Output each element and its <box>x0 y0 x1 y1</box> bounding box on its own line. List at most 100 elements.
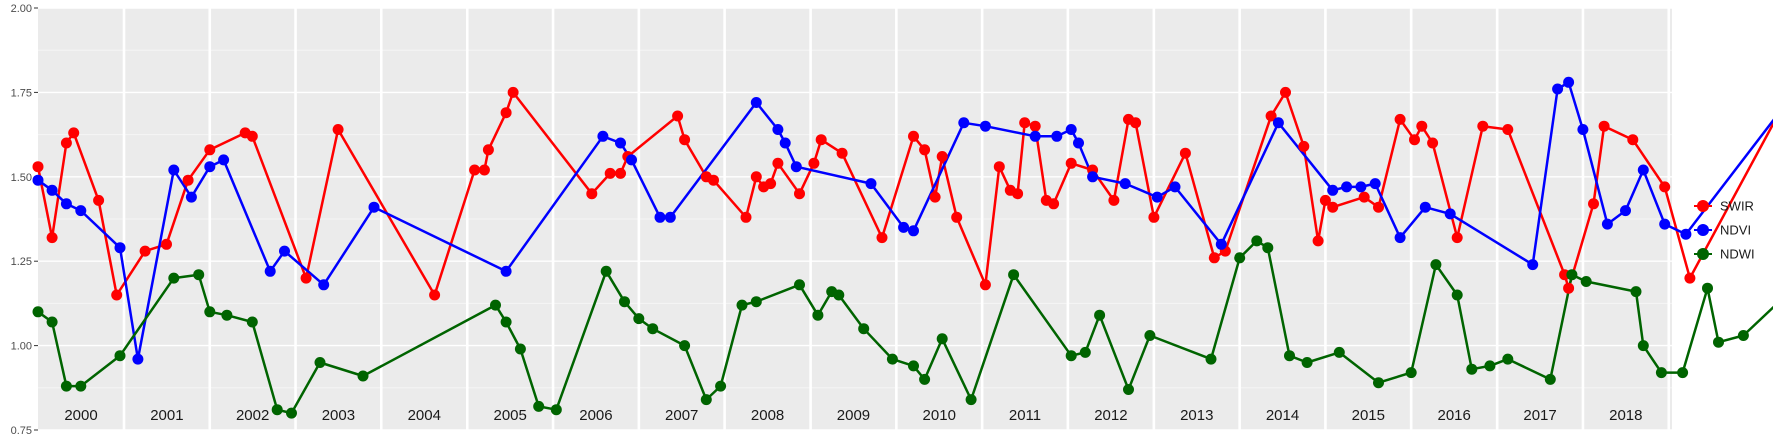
data-point-ndvi <box>597 130 609 142</box>
data-point-swir <box>979 279 991 291</box>
y-tick-label: 1.50 <box>11 172 32 184</box>
data-point-ndvi <box>185 191 197 203</box>
data-point-ndwi <box>833 289 845 301</box>
data-point-ndwi <box>858 323 870 335</box>
legend-item-ndvi: NDVI <box>1694 223 1751 238</box>
data-point-swir <box>1012 188 1024 200</box>
legend-item-ndwi: NDWI <box>1694 247 1755 262</box>
data-point-ndvi <box>865 178 877 190</box>
data-point-ndvi <box>500 265 512 277</box>
data-point-ndwi <box>1580 276 1592 287</box>
data-point-swir <box>1065 157 1077 169</box>
data-point-ndwi <box>715 380 727 392</box>
data-point-swir <box>679 134 691 146</box>
data-point-ndwi <box>736 299 748 311</box>
data-point-ndvi <box>168 164 180 176</box>
data-point-ndvi <box>32 174 44 186</box>
data-point-ndwi <box>1065 350 1077 362</box>
data-point-ndwi <box>32 306 44 318</box>
data-point-ndwi <box>1451 289 1463 301</box>
data-point-swir <box>993 161 1005 173</box>
data-point-ndwi <box>1655 367 1667 379</box>
data-point-swir <box>478 164 490 176</box>
data-point-swir <box>1019 117 1031 129</box>
data-point-ndwi <box>1713 336 1724 348</box>
data-point-ndvi <box>1527 259 1539 271</box>
data-point-swir <box>1358 191 1370 203</box>
data-point-ndwi <box>1737 330 1749 341</box>
data-point-swir <box>111 289 123 301</box>
year-label: 2008 <box>751 407 784 424</box>
legend-label-ndwi: NDWI <box>1720 247 1755 262</box>
data-point-ndvi <box>1151 191 1163 203</box>
data-point-ndvi <box>1272 117 1284 129</box>
data-point-ndwi <box>1677 367 1689 379</box>
data-point-ndvi <box>1444 208 1456 220</box>
data-point-ndwi <box>1702 282 1713 294</box>
data-point-ndwi <box>633 313 645 325</box>
data-point-ndvi <box>1601 218 1613 230</box>
data-point-swir <box>951 211 963 223</box>
data-point-swir <box>507 86 519 98</box>
data-point-ndvi <box>772 124 784 135</box>
data-point-ndwi <box>357 370 369 382</box>
data-point-ndwi <box>550 404 562 416</box>
data-point-ndwi <box>271 404 283 416</box>
data-point-ndwi <box>514 343 526 355</box>
data-point-ndwi <box>965 394 977 406</box>
data-point-swir <box>929 191 941 203</box>
data-point-ndvi <box>132 353 144 365</box>
data-point-swir <box>161 238 172 250</box>
year-label: 2000 <box>64 407 97 424</box>
data-point-swir <box>1563 282 1575 294</box>
data-point-swir <box>876 232 888 244</box>
data-point-ndwi <box>750 296 762 308</box>
data-point-ndwi <box>500 316 512 328</box>
data-point-swir <box>740 211 752 223</box>
legend: SWIR NDVI NDWI <box>1694 199 1755 262</box>
data-point-swir <box>794 188 805 200</box>
data-point-ndwi <box>812 309 824 321</box>
data-point-ndwi <box>908 360 919 372</box>
data-point-ndwi <box>1566 269 1578 281</box>
data-point-swir <box>1179 147 1191 159</box>
data-point-ndwi <box>619 296 630 308</box>
data-point-ndwi <box>1123 384 1134 395</box>
data-point-ndwi <box>204 306 216 318</box>
data-point-ndvi <box>908 225 919 237</box>
grid-minor <box>38 49 1672 389</box>
data-point-ndvi <box>958 117 970 129</box>
data-point-ndwi <box>1630 286 1642 298</box>
data-point-swir <box>1627 134 1639 146</box>
data-point-swir <box>182 174 194 186</box>
data-point-ndvi <box>898 221 910 233</box>
data-point-ndwi <box>114 350 126 362</box>
year-label: 2015 <box>1352 407 1385 424</box>
y-axis: 0.75 1.00 1.25 1.50 1.75 2.00 <box>11 3 38 437</box>
data-point-swir <box>60 137 72 149</box>
data-point-ndwi <box>168 272 180 284</box>
data-point-swir <box>93 194 105 206</box>
data-point-swir <box>772 157 784 169</box>
data-point-ndwi <box>1405 367 1417 379</box>
data-point-swir <box>1148 211 1160 223</box>
data-point-ndvi <box>750 97 762 108</box>
data-point-ndvi <box>1119 178 1131 190</box>
data-point-swir <box>1312 235 1324 247</box>
data-point-swir <box>1265 110 1277 122</box>
data-point-swir <box>500 107 512 119</box>
data-point-ndvi <box>790 161 802 173</box>
data-point-ndvi <box>204 161 216 173</box>
y-tick-label: 1.00 <box>11 341 32 353</box>
data-point-swir <box>1502 124 1514 135</box>
data-point-ndwi <box>1333 346 1345 358</box>
year-label: 2007 <box>665 407 698 424</box>
data-point-ndwi <box>286 407 297 419</box>
data-point-ndvi <box>75 205 87 217</box>
data-point-ndwi <box>46 316 58 328</box>
data-point-ndvi <box>1419 201 1431 213</box>
year-label: 2003 <box>322 407 355 424</box>
data-point-ndvi <box>218 154 230 166</box>
data-point-swir <box>300 272 312 284</box>
data-point-ndwi <box>1284 350 1295 362</box>
